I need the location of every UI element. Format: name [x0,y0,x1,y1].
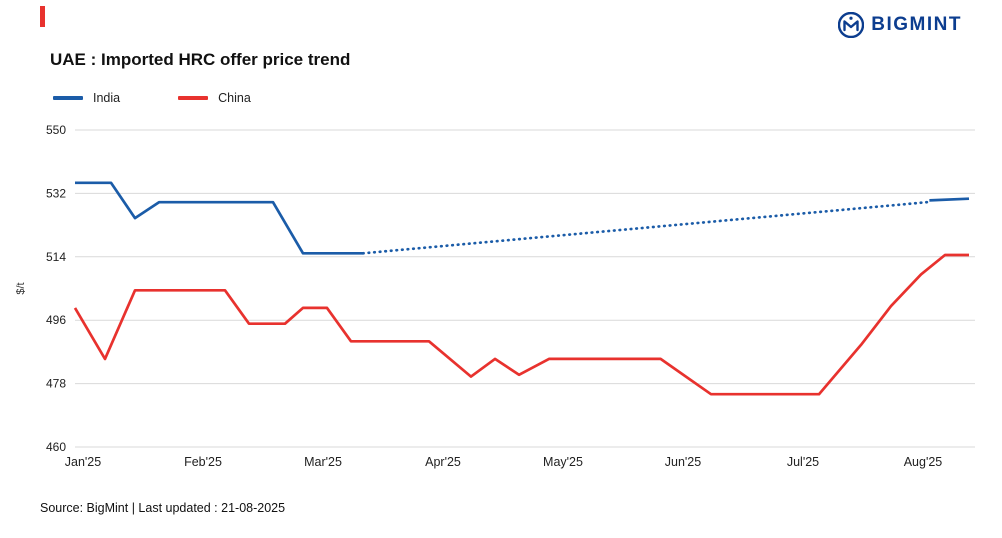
legend-item-china: China [178,91,251,105]
svg-text:Jan'25: Jan'25 [65,455,101,469]
svg-text:460: 460 [46,440,66,454]
india-line-swatch [53,96,83,100]
svg-text:Jun'25: Jun'25 [665,455,701,469]
svg-text:478: 478 [46,377,66,391]
source-note: Source: BigMint | Last updated : 21-08-2… [40,501,286,515]
svg-text:$/t: $/t [15,282,27,294]
brand-name: BIGMINT [871,14,962,35]
svg-text:Aug'25: Aug'25 [904,455,943,469]
legend-item-india: India [53,91,120,105]
svg-text:Feb'25: Feb'25 [184,455,222,469]
svg-text:514: 514 [46,250,66,264]
china-line-swatch [178,96,209,100]
chart-legend: India China [53,91,251,105]
legend-label-india: India [93,91,121,105]
svg-text:Mar'25: Mar'25 [304,455,342,469]
page-title: UAE : Imported HRC offer price trend [50,50,351,69]
svg-text:532: 532 [46,186,66,200]
accent-mark [40,6,45,27]
bigmint-logo-icon [838,12,865,38]
svg-text:496: 496 [46,313,66,327]
legend-label-china: China [218,91,251,105]
svg-text:550: 550 [46,123,66,137]
svg-text:May'25: May'25 [543,455,583,469]
svg-text:Apr'25: Apr'25 [425,455,461,469]
svg-text:Jul'25: Jul'25 [787,455,819,469]
brand-logo: BIGMINT [838,12,962,38]
